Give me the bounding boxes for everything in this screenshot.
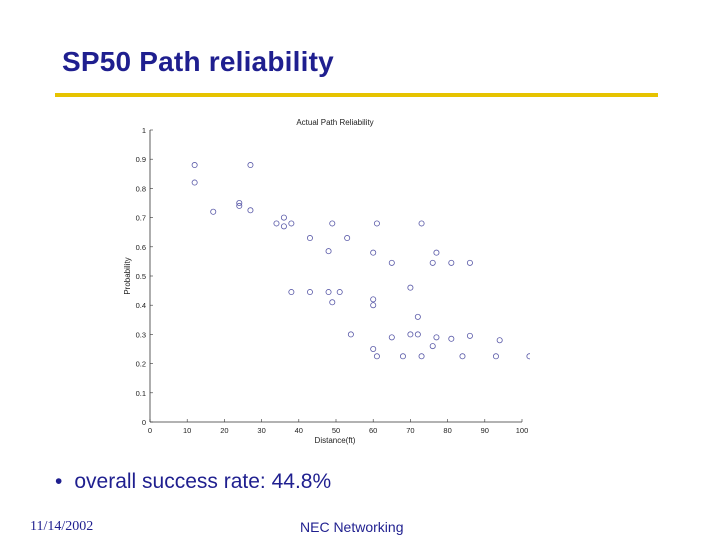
y-tick-label: 0.5 bbox=[136, 272, 146, 281]
data-point bbox=[307, 289, 312, 294]
data-point bbox=[493, 354, 498, 359]
x-tick-label: 30 bbox=[257, 426, 265, 435]
data-point bbox=[371, 303, 376, 308]
data-point bbox=[348, 332, 353, 337]
data-point bbox=[371, 346, 376, 351]
data-point bbox=[449, 260, 454, 265]
success-rate-text: overall success rate: 44.8% bbox=[74, 470, 331, 493]
data-point bbox=[289, 289, 294, 294]
data-point bbox=[419, 221, 424, 226]
y-tick-label: 0.3 bbox=[136, 330, 146, 339]
x-tick-label: 60 bbox=[369, 426, 377, 435]
data-point bbox=[248, 162, 253, 167]
data-point bbox=[330, 221, 335, 226]
data-point bbox=[274, 221, 279, 226]
data-point bbox=[415, 314, 420, 319]
y-tick-label: 0.9 bbox=[136, 155, 146, 164]
chart-title: Actual Path Reliability bbox=[296, 118, 373, 127]
x-tick-label: 0 bbox=[148, 426, 152, 435]
y-tick-label: 0.1 bbox=[136, 389, 146, 398]
data-point bbox=[467, 333, 472, 338]
data-point bbox=[345, 235, 350, 240]
y-tick-label: 0.8 bbox=[136, 184, 146, 193]
data-point bbox=[281, 215, 286, 220]
scatter-chart: Actual Path Reliability Probability Dist… bbox=[110, 110, 530, 450]
chart-axes bbox=[150, 130, 522, 422]
data-point bbox=[460, 354, 465, 359]
data-point bbox=[430, 260, 435, 265]
data-point bbox=[400, 354, 405, 359]
data-point bbox=[211, 209, 216, 214]
data-point bbox=[371, 250, 376, 255]
data-point bbox=[415, 332, 420, 337]
data-point bbox=[192, 180, 197, 185]
x-tick-label: 70 bbox=[406, 426, 414, 435]
y-tick-label: 0.7 bbox=[136, 214, 146, 223]
x-tick-label: 10 bbox=[183, 426, 191, 435]
x-tick-label: 50 bbox=[332, 426, 340, 435]
data-point bbox=[467, 260, 472, 265]
footer-date: 11/14/2002 bbox=[30, 519, 93, 535]
x-tick-label: 80 bbox=[443, 426, 451, 435]
data-point bbox=[434, 335, 439, 340]
data-point bbox=[449, 336, 454, 341]
data-point bbox=[326, 289, 331, 294]
data-point bbox=[389, 260, 394, 265]
data-point bbox=[289, 221, 294, 226]
data-point bbox=[374, 221, 379, 226]
data-point bbox=[527, 354, 530, 359]
footer-organization: NEC Networking bbox=[300, 519, 403, 535]
data-point bbox=[389, 335, 394, 340]
chart-ticks: 0 10 20 30 40 50 60 70 80 90 100 0 0.1 0.2 0.3 0.4 0.5 0.… bbox=[136, 126, 529, 435]
x-tick-label: 100 bbox=[516, 426, 529, 435]
data-point bbox=[330, 300, 335, 305]
data-point bbox=[408, 332, 413, 337]
y-tick-label: 0 bbox=[142, 418, 146, 427]
data-point bbox=[192, 162, 197, 167]
title-underline bbox=[55, 93, 658, 97]
chart-points bbox=[192, 162, 530, 358]
data-point bbox=[248, 208, 253, 213]
x-axis-label: Distance(ft) bbox=[315, 436, 356, 445]
data-point bbox=[408, 285, 413, 290]
data-point bbox=[326, 249, 331, 254]
y-tick-label: 0.6 bbox=[136, 243, 146, 252]
data-point bbox=[430, 343, 435, 348]
x-tick-label: 40 bbox=[295, 426, 303, 435]
data-point bbox=[497, 338, 502, 343]
bullet-marker: • bbox=[55, 470, 62, 493]
data-point bbox=[371, 297, 376, 302]
data-point bbox=[374, 354, 379, 359]
data-point bbox=[307, 235, 312, 240]
data-point bbox=[337, 289, 342, 294]
x-tick-label: 20 bbox=[220, 426, 228, 435]
y-tick-label: 0.4 bbox=[136, 301, 146, 310]
bullet-item: • overall success rate: 44.8% bbox=[55, 470, 331, 494]
data-point bbox=[434, 250, 439, 255]
y-axis-label: Probability bbox=[123, 257, 132, 294]
y-tick-label: 0.2 bbox=[136, 360, 146, 369]
slide-title: SP50 Path reliability bbox=[62, 46, 334, 78]
y-tick-label: 1 bbox=[142, 126, 146, 135]
data-point bbox=[419, 354, 424, 359]
data-point bbox=[281, 224, 286, 229]
x-tick-label: 90 bbox=[481, 426, 489, 435]
